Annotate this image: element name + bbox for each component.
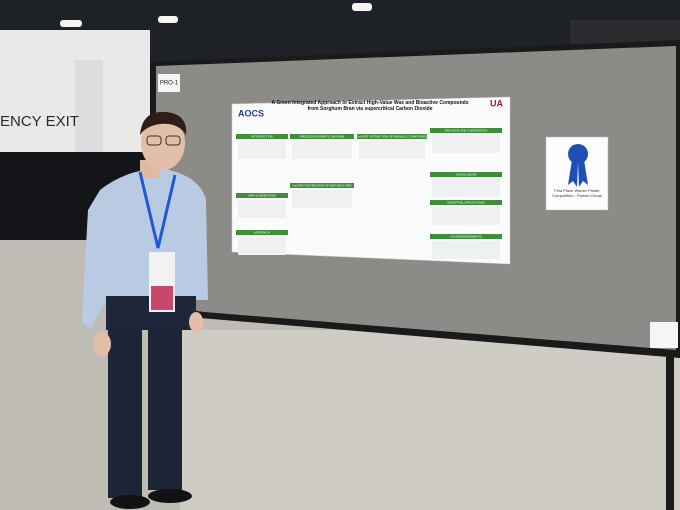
section-body	[432, 135, 500, 153]
section-body	[432, 179, 500, 197]
board-label-card	[158, 74, 180, 92]
poster-logo: AOCS	[238, 108, 264, 118]
shirt	[82, 168, 208, 330]
glasses	[165, 135, 181, 146]
poster-title-box: A Green Integrated Approach to Extract H…	[271, 100, 469, 112]
trouser-leg	[148, 320, 182, 490]
hand	[93, 332, 111, 356]
section-header-bar	[430, 172, 502, 177]
section-body	[238, 237, 286, 255]
ceiling-light	[60, 20, 82, 27]
poster-title: A Green Integrated Approach to Extract H…	[271, 100, 469, 112]
lanyard	[138, 171, 177, 249]
university-logo: UA	[490, 98, 503, 108]
section-header: APPROACH	[254, 230, 270, 234]
section-header-bar	[430, 200, 502, 205]
section-header-bar	[357, 134, 427, 139]
exit-sign: ENCY EXIT	[0, 113, 79, 130]
section-body	[238, 200, 286, 218]
section-body	[238, 141, 286, 159]
section-header: AIMS & OBJECTIVES	[248, 193, 276, 197]
section-header: CONCLUSIONS	[456, 172, 477, 176]
face	[141, 116, 185, 170]
ceiling-light	[158, 16, 178, 23]
ceiling-light	[352, 3, 372, 11]
shoe	[148, 489, 192, 503]
section-body	[292, 190, 352, 208]
section-header-bar	[290, 183, 354, 188]
person	[82, 111, 208, 509]
trouser-leg	[108, 320, 142, 498]
section-header: 1st PART: EXTRACTION OF PHENOLIC COMPOUN…	[357, 134, 427, 138]
section-header-bar	[236, 193, 288, 198]
shoe	[110, 495, 150, 509]
section-header: WAX-RICH LIPID COMPOSITION	[445, 128, 487, 132]
section-header: ACKNOWLEDGEMENTS	[450, 234, 482, 238]
glasses	[146, 135, 162, 146]
badge-ribbon	[151, 286, 173, 310]
section-header: PROCESS SCHEMATIC DIAGRAM	[300, 134, 345, 138]
section-header-bar	[290, 134, 354, 139]
section-header-bar	[236, 230, 288, 235]
poster-sections: INTRODUCTION PROCESS SCHEMATIC DIAGRAM 1st…	[236, 128, 502, 259]
ribbon-rosette	[568, 144, 588, 164]
section-body	[292, 141, 352, 159]
award-text-box: First Place Winner Poster Competition - …	[552, 188, 602, 198]
hair	[140, 111, 187, 135]
section-header: INTRODUCTION	[251, 134, 272, 138]
section-header-bar	[236, 134, 288, 139]
board-label: PRO-1	[160, 81, 179, 87]
ribbon-tail	[578, 160, 588, 187]
section-header: INDUSTRIAL APPLICATIONS	[447, 200, 484, 204]
section-header-bar	[430, 234, 502, 239]
note-card	[650, 322, 678, 348]
award-text: First Place Winner Poster Competition - …	[552, 188, 602, 198]
ribbon-tail	[568, 160, 578, 187]
section-body	[432, 241, 500, 259]
section-header: 2nd PART: EXTRACTION OF WAX-RICH LIPID	[292, 183, 351, 187]
floor-light	[180, 330, 680, 510]
hand	[189, 312, 203, 332]
section-header-bar	[430, 128, 502, 133]
section-body	[432, 207, 500, 225]
section-body	[359, 141, 425, 159]
pillar	[75, 60, 103, 155]
